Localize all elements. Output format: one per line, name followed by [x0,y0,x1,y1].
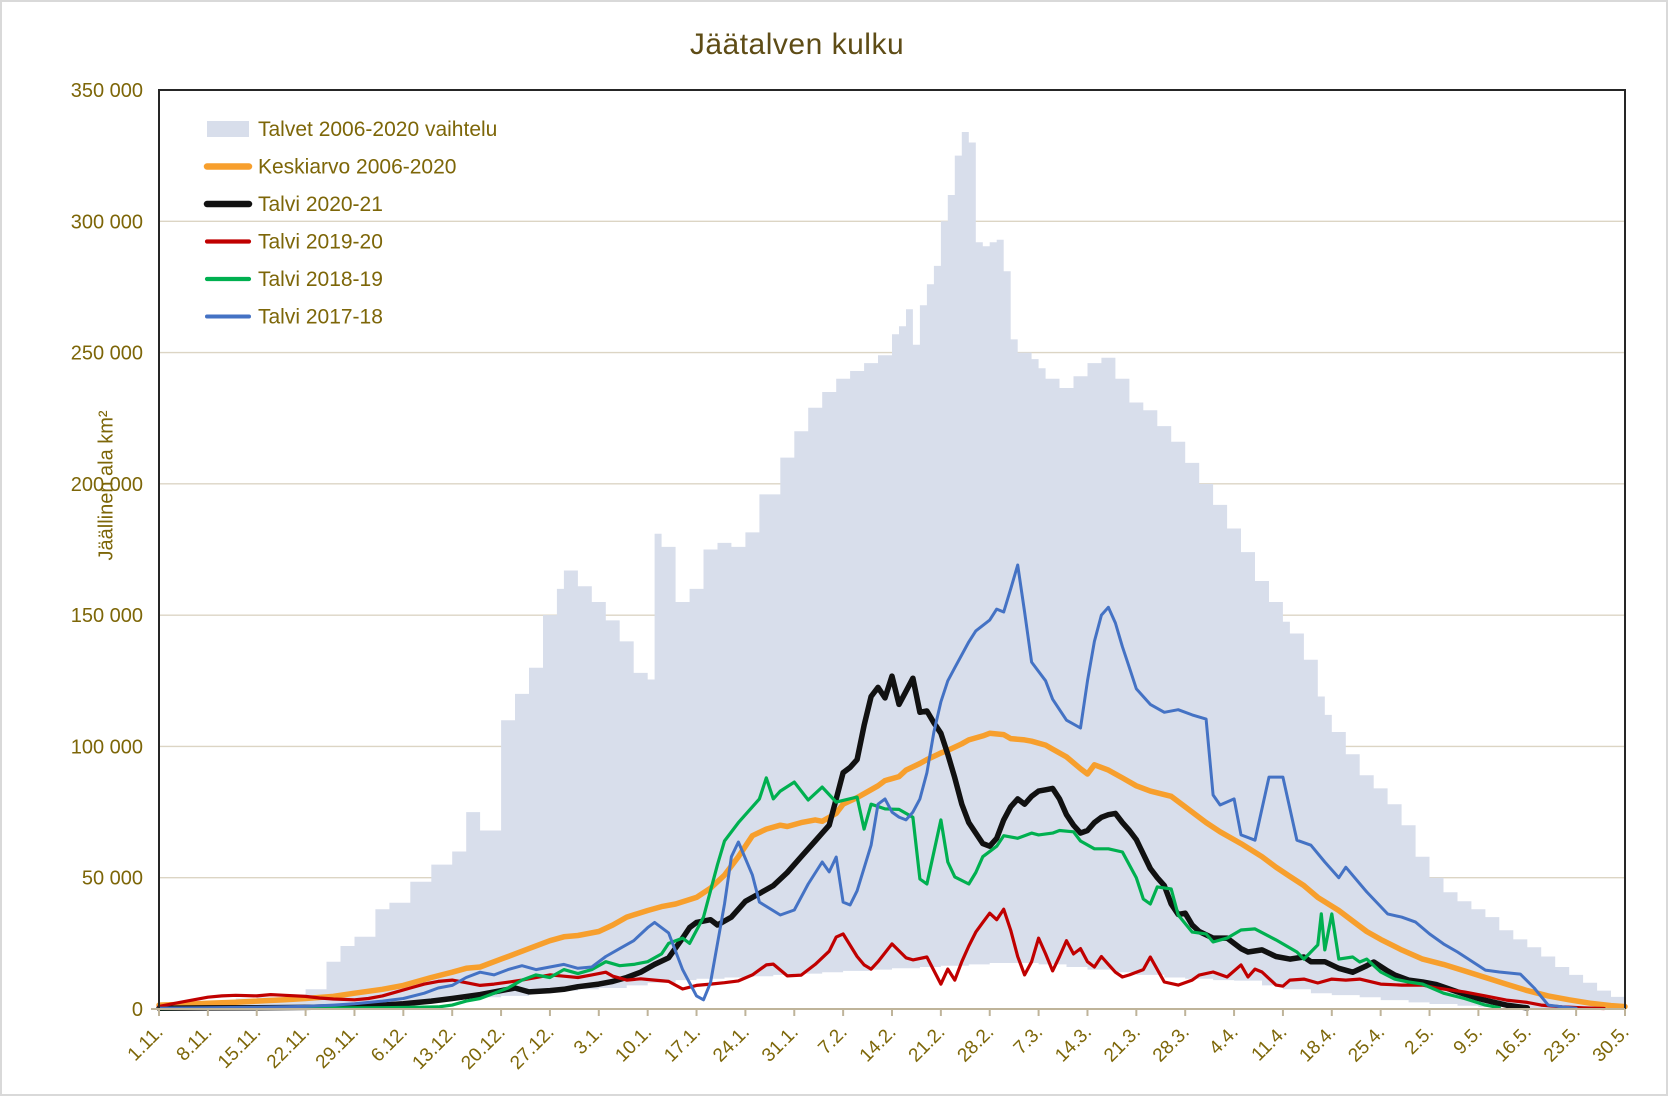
y-tick-label: 200 000 [71,474,143,496]
x-tick-label: 17.1. [660,1022,705,1067]
x-tick-label: 21.3. [1100,1022,1145,1067]
x-tick-label: 15.11. [214,1022,265,1073]
x-tick-label: 7.3. [1010,1022,1047,1059]
x-tick-label: 29.11. [312,1022,363,1073]
x-tick-label: 31.1. [758,1022,803,1067]
y-tick-label: 250 000 [71,343,143,365]
x-tick-label: 20.12. [457,1022,509,1074]
x-tick-label: 13.12. [409,1022,461,1074]
series-line-keskiarvo-2006-2020 [156,730,1628,1010]
x-tick-label: 4.4. [1205,1022,1242,1059]
x-tick-label: 21.2. [905,1022,950,1067]
legend-item-label: Talvet 2006-2020 vaihtelu [258,118,497,141]
series-line-talvi-2017-18 [157,563,1578,1010]
x-tick-label: 8.11. [173,1022,217,1066]
x-tick-label: 3.1. [570,1022,607,1059]
legend-item-label: Talvi 2017-18 [258,306,383,329]
x-tick-label: 18.4. [1296,1022,1341,1067]
y-tick-label: 350 000 [71,80,143,102]
x-tick-label: 1.11. [124,1022,168,1066]
x-tick-label: 28.2. [954,1022,999,1067]
series-line-talvi-2020-21 [156,673,1531,1011]
y-tick-label: 0 [132,999,143,1021]
x-tick-label: 27.12. [506,1022,558,1074]
x-tick-label: 6.12. [367,1022,412,1067]
y-tick-label: 100 000 [71,736,143,758]
x-tick-label: 14.2. [856,1022,901,1067]
chart-title: Jäätalven kulku [689,28,905,61]
legend-item-label: Talvi 2018-19 [258,268,383,291]
x-tick-label: 28.3. [1149,1022,1194,1067]
plot-border [158,89,1626,1009]
series-line-talvi-2018-19 [157,776,1501,1011]
x-tick-label: 10.1. [611,1022,656,1067]
legend-item-label: Talvi 2019-20 [258,231,383,254]
legend-swatch-band [207,121,249,137]
series-band-talvet-2006-2020-vaihtelu [159,132,1625,1009]
x-tick-label: 23.5. [1540,1022,1585,1067]
y-tick-label: 150 000 [71,605,143,627]
x-tick-label: 16.5. [1491,1022,1536,1067]
x-tick-label: 2.5. [1401,1022,1438,1059]
x-tick-label: 11.4. [1248,1022,1292,1066]
x-tick-label: 22.11. [263,1022,314,1073]
x-tick-label: 14.3. [1051,1022,1096,1067]
x-tick-label: 7.2. [814,1022,851,1059]
y-tick-label: 300 000 [71,211,143,233]
x-tick-label: 25.4. [1344,1022,1389,1067]
y-tick-label: 50 000 [82,868,143,890]
x-tick-label: 24.1. [709,1022,754,1067]
x-tick-label: 9.5. [1450,1022,1487,1059]
legend-item-label: Talvi 2020-21 [258,193,383,216]
x-tick-label: 30.5. [1589,1022,1634,1067]
legend-item-label: Keskiarvo 2006-2020 [258,156,456,179]
